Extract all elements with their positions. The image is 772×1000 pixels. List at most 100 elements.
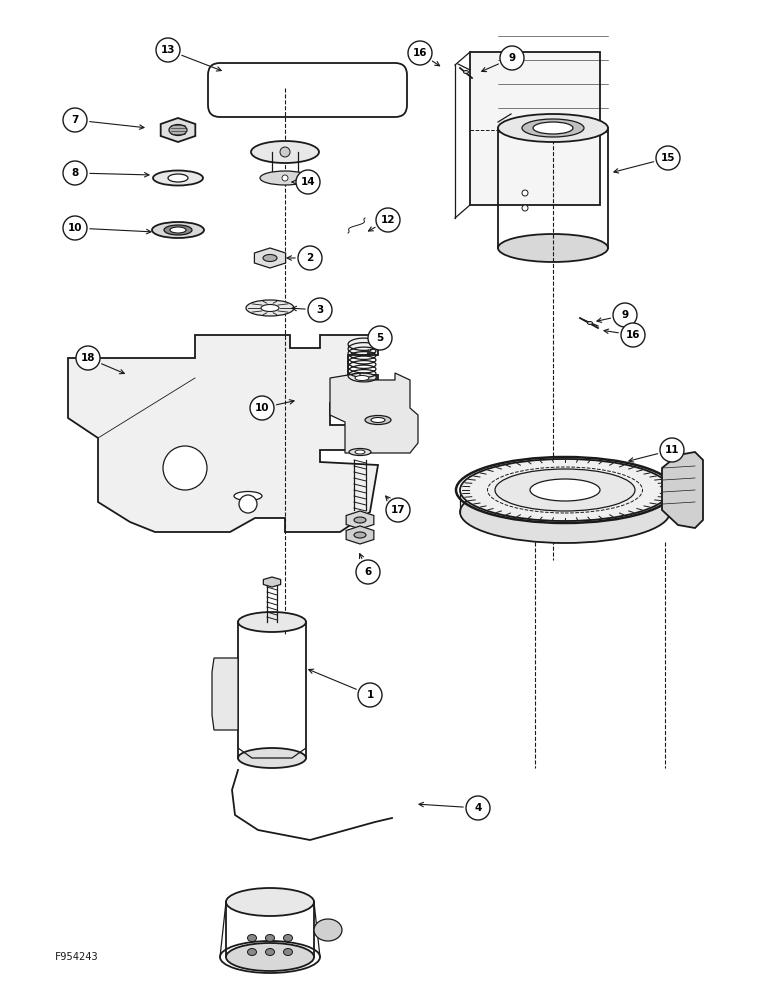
Ellipse shape: [533, 122, 573, 134]
Ellipse shape: [263, 254, 277, 261]
Ellipse shape: [522, 119, 584, 137]
Text: 10: 10: [255, 403, 269, 413]
Polygon shape: [68, 335, 378, 532]
Polygon shape: [263, 577, 281, 587]
Circle shape: [63, 216, 87, 240]
Text: 2: 2: [306, 253, 313, 263]
Text: 6: 6: [364, 567, 371, 577]
Circle shape: [76, 346, 100, 370]
Text: 12: 12: [381, 215, 395, 225]
Text: 8: 8: [71, 168, 79, 178]
Circle shape: [500, 46, 524, 70]
Ellipse shape: [169, 124, 187, 135]
Text: 7: 7: [71, 115, 79, 125]
Ellipse shape: [371, 418, 385, 422]
Ellipse shape: [587, 322, 592, 324]
Text: F954243: F954243: [55, 952, 99, 962]
Ellipse shape: [226, 943, 314, 971]
Circle shape: [282, 175, 288, 181]
Circle shape: [368, 326, 392, 350]
Ellipse shape: [283, 948, 293, 956]
Ellipse shape: [355, 375, 369, 380]
Text: 3: 3: [317, 305, 323, 315]
Ellipse shape: [248, 948, 256, 956]
Circle shape: [408, 41, 432, 65]
Polygon shape: [212, 658, 238, 730]
Ellipse shape: [170, 227, 186, 233]
Ellipse shape: [460, 481, 670, 543]
Circle shape: [660, 438, 684, 462]
Circle shape: [250, 396, 274, 420]
Ellipse shape: [260, 171, 310, 185]
Ellipse shape: [246, 300, 294, 316]
Ellipse shape: [314, 919, 342, 941]
Ellipse shape: [354, 517, 366, 523]
Polygon shape: [161, 118, 195, 142]
Ellipse shape: [248, 934, 256, 942]
Ellipse shape: [463, 70, 469, 74]
Circle shape: [239, 495, 257, 513]
Ellipse shape: [347, 373, 377, 383]
Circle shape: [156, 38, 180, 62]
Text: 13: 13: [161, 45, 175, 55]
Ellipse shape: [226, 888, 314, 916]
Ellipse shape: [238, 748, 306, 768]
Ellipse shape: [164, 225, 192, 235]
Circle shape: [522, 190, 528, 196]
Ellipse shape: [238, 612, 306, 632]
Circle shape: [163, 446, 207, 490]
Ellipse shape: [355, 450, 365, 454]
Ellipse shape: [498, 114, 608, 142]
Ellipse shape: [152, 222, 204, 238]
Text: 16: 16: [626, 330, 640, 340]
Ellipse shape: [498, 234, 608, 262]
Ellipse shape: [153, 170, 203, 186]
Circle shape: [613, 303, 637, 327]
Circle shape: [376, 208, 400, 232]
Ellipse shape: [354, 532, 366, 538]
Ellipse shape: [495, 469, 635, 511]
Circle shape: [356, 560, 380, 584]
Ellipse shape: [168, 174, 188, 182]
Circle shape: [280, 147, 290, 157]
Ellipse shape: [251, 141, 319, 163]
Ellipse shape: [234, 491, 262, 500]
Circle shape: [308, 298, 332, 322]
Polygon shape: [662, 452, 703, 528]
Polygon shape: [346, 526, 374, 544]
Circle shape: [621, 323, 645, 347]
Ellipse shape: [460, 459, 670, 521]
Circle shape: [522, 205, 528, 211]
Circle shape: [296, 170, 320, 194]
Text: 9: 9: [621, 310, 628, 320]
Circle shape: [466, 796, 490, 820]
Ellipse shape: [266, 948, 275, 956]
Text: 11: 11: [665, 445, 679, 455]
Ellipse shape: [266, 934, 275, 942]
Polygon shape: [255, 248, 286, 268]
Text: 15: 15: [661, 153, 676, 163]
Circle shape: [656, 146, 680, 170]
Circle shape: [358, 683, 382, 707]
Text: 18: 18: [81, 353, 95, 363]
Circle shape: [63, 161, 87, 185]
Text: 14: 14: [300, 177, 315, 187]
Polygon shape: [470, 52, 600, 205]
Text: 10: 10: [68, 223, 83, 233]
Circle shape: [63, 108, 87, 132]
Circle shape: [386, 498, 410, 522]
Text: 4: 4: [474, 803, 482, 813]
Text: 16: 16: [413, 48, 427, 58]
Text: 5: 5: [377, 333, 384, 343]
Ellipse shape: [349, 448, 371, 456]
Ellipse shape: [530, 479, 600, 501]
Polygon shape: [346, 511, 374, 529]
Ellipse shape: [365, 416, 391, 424]
Ellipse shape: [261, 304, 279, 312]
Circle shape: [298, 246, 322, 270]
Text: 1: 1: [367, 690, 374, 700]
Text: 17: 17: [391, 505, 405, 515]
Text: 9: 9: [509, 53, 516, 63]
Polygon shape: [330, 373, 418, 453]
Ellipse shape: [283, 934, 293, 942]
